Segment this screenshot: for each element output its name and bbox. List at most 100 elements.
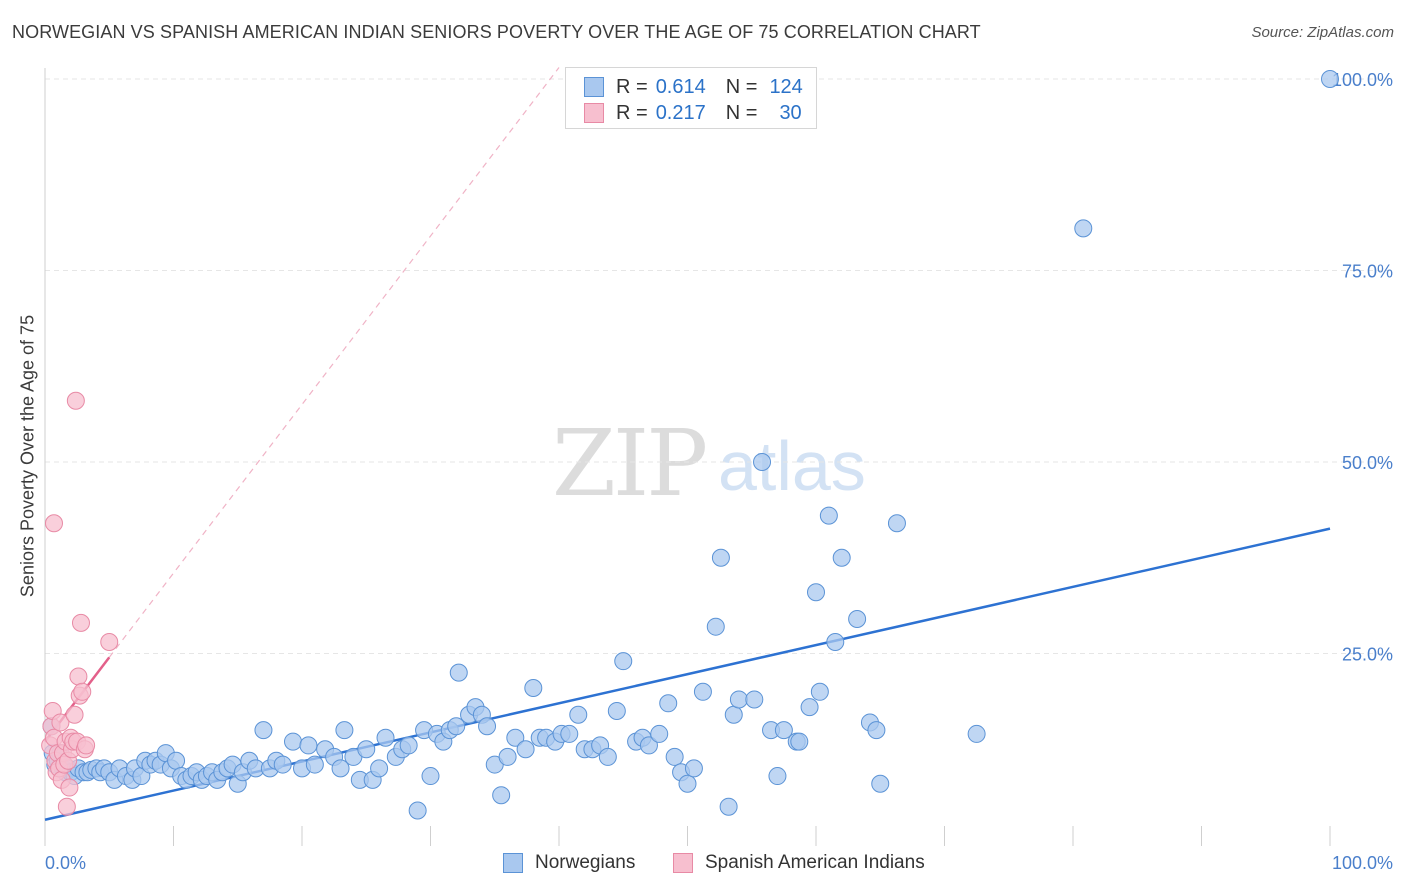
data-point-norwegians — [665, 747, 684, 766]
legend-n-value: 30 — [779, 101, 802, 124]
legend-item-spanish-american-indians: Spanish American Indians — [673, 852, 925, 874]
data-points — [41, 70, 1339, 820]
legend-item-norwegians: Norwegians — [503, 852, 635, 874]
legend-n-value: 124 — [769, 75, 803, 98]
y-tick-label: 100.0% — [1332, 70, 1393, 90]
tick-labels: 25.0% 50.0% 75.0% 100.0% 0.0% 100.0% — [45, 70, 1393, 873]
data-point-spanish-american-indians — [65, 705, 84, 724]
data-point-norwegians — [639, 736, 658, 755]
legend-r-value: 0.614 — [655, 75, 706, 98]
legend-swatch-blue — [584, 77, 604, 97]
data-point-norwegians — [331, 759, 350, 778]
data-point-norwegians — [724, 705, 743, 724]
data-point-norwegians — [745, 690, 764, 709]
data-point-norwegians — [826, 633, 845, 652]
data-point-spanish-american-indians — [100, 633, 119, 652]
data-point-norwegians — [967, 724, 986, 743]
data-point-norwegians — [376, 728, 395, 747]
data-point-norwegians — [478, 717, 497, 736]
data-point-norwegians — [1074, 219, 1093, 238]
data-point-norwegians — [569, 705, 588, 724]
data-point-norwegians — [607, 701, 626, 720]
data-point-norwegians — [659, 694, 678, 713]
data-point-norwegians — [790, 732, 809, 751]
data-point-norwegians — [498, 747, 517, 766]
data-point-norwegians — [729, 690, 748, 709]
legend-label-norwegians: Norwegians — [535, 852, 636, 873]
data-point-norwegians — [768, 767, 787, 786]
y-tick-label: 25.0% — [1342, 645, 1393, 665]
data-point-norwegians — [335, 721, 354, 740]
data-point-norwegians — [598, 747, 617, 766]
data-point-spanish-american-indians — [60, 778, 79, 797]
data-point-spanish-american-indians — [73, 682, 92, 701]
data-point-norwegians — [711, 548, 730, 567]
data-point-norwegians — [774, 721, 793, 740]
legend-swatch-pink — [673, 853, 693, 873]
source-label: Source: ZipAtlas.com — [1251, 24, 1394, 41]
legend-swatch-blue — [503, 853, 523, 873]
data-point-spanish-american-indians — [44, 514, 63, 533]
data-point-spanish-american-indians — [69, 667, 88, 686]
data-point-norwegians — [357, 740, 376, 759]
data-point-norwegians — [810, 682, 829, 701]
data-point-spanish-american-indians — [51, 713, 70, 732]
data-point-norwegians — [254, 721, 273, 740]
watermark-atlas: atlas — [718, 427, 866, 505]
data-point-spanish-american-indians — [66, 391, 85, 410]
data-point-spanish-american-indians — [57, 797, 76, 816]
axes — [44, 68, 1331, 846]
data-point-norwegians — [819, 506, 838, 525]
data-point-norwegians — [614, 652, 633, 671]
data-point-norwegians — [753, 453, 772, 471]
data-point-norwegians — [516, 740, 535, 759]
data-point-norwegians — [421, 767, 440, 786]
data-point-norwegians — [399, 736, 418, 755]
watermark-zip: ZIP — [552, 410, 708, 517]
data-point-norwegians — [408, 801, 427, 820]
y-tick-label: 50.0% — [1342, 453, 1393, 473]
data-point-norwegians — [832, 548, 851, 567]
x-tick-label: 0.0% — [45, 853, 86, 873]
data-point-norwegians — [273, 755, 292, 774]
data-point-norwegians — [867, 721, 886, 740]
data-point-norwegians — [1321, 70, 1339, 88]
trend-extension-spanish-american-indians — [108, 67, 560, 658]
data-point-norwegians — [524, 678, 543, 697]
chart-title: NORWEGIAN VS SPANISH AMERICAN INDIAN SEN… — [12, 22, 981, 42]
data-point-norwegians — [299, 736, 318, 755]
data-point-norwegians — [800, 698, 819, 717]
data-point-spanish-american-indians — [71, 613, 90, 632]
data-point-spanish-american-indians — [77, 736, 96, 755]
legend-row-norwegians: R = 0.614 N = 124 — [584, 75, 803, 99]
data-point-norwegians — [678, 774, 697, 793]
y-tick-label: 75.0% — [1342, 262, 1393, 282]
data-point-norwegians — [807, 583, 825, 602]
data-point-norwegians — [284, 732, 303, 751]
data-point-norwegians — [370, 759, 389, 778]
legend-r-value: 0.217 — [655, 101, 706, 124]
data-point-norwegians — [848, 610, 867, 629]
data-point-norwegians — [305, 755, 324, 774]
data-point-norwegians — [167, 751, 186, 770]
data-point-norwegians — [871, 774, 890, 793]
data-point-norwegians — [684, 759, 703, 778]
data-point-norwegians — [887, 514, 906, 533]
series-legend: Norwegians Spanish American Indians — [0, 852, 1406, 876]
data-point-norwegians — [706, 617, 725, 636]
data-point-norwegians — [719, 797, 738, 816]
data-point-norwegians — [492, 786, 511, 805]
data-point-norwegians — [650, 724, 669, 743]
legend-r-label: R = — [616, 75, 648, 98]
correlation-legend: R = 0.614 N = 124 R = 0.217 N = 30 — [565, 67, 817, 129]
trend-lines — [44, 67, 1331, 821]
x-tick-label: 100.0% — [1332, 853, 1393, 873]
data-point-norwegians — [449, 663, 468, 682]
legend-n-label: N = — [725, 75, 758, 98]
legend-swatch-pink — [584, 103, 604, 123]
data-point-norwegians — [693, 682, 712, 701]
legend-row-spanish-american-indians: R = 0.217 N = 30 — [584, 101, 802, 125]
grid-lines — [45, 78, 1395, 654]
data-point-norwegians — [560, 724, 579, 743]
